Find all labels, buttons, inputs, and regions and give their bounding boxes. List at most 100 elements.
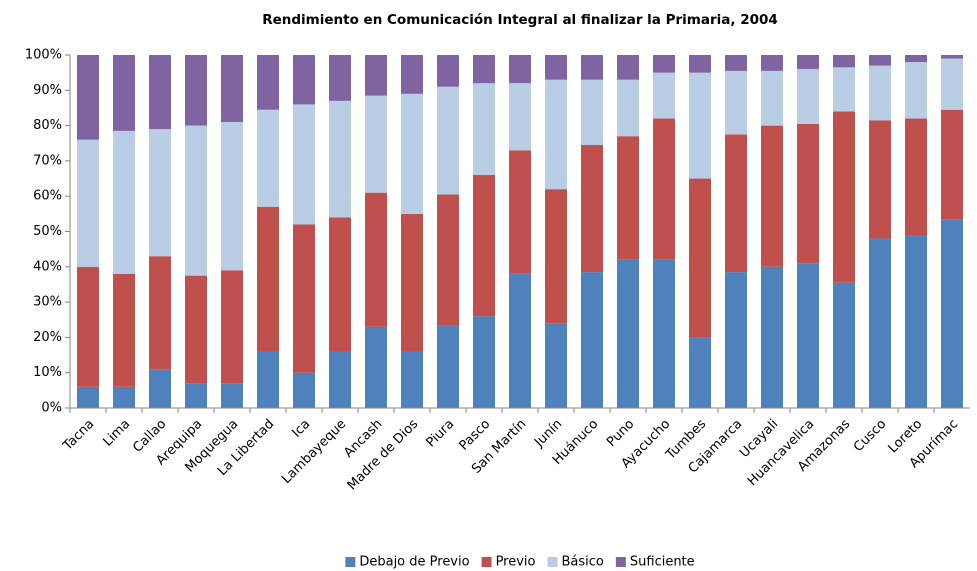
bar-segment xyxy=(833,67,855,112)
legend: Debajo de Previo Previo Básico Suficiente xyxy=(345,555,695,570)
bar-segment xyxy=(77,386,99,408)
y-tick-label: 100% xyxy=(25,48,62,63)
bar-segment xyxy=(509,55,531,84)
bar-segment xyxy=(221,270,243,384)
bar-segment xyxy=(905,62,927,119)
legend-label: Básico xyxy=(562,555,604,570)
bar-segment xyxy=(401,213,423,352)
bar-segment xyxy=(77,55,99,140)
bar-segment xyxy=(293,372,315,408)
bar-segment xyxy=(113,130,135,274)
bar-segment xyxy=(113,55,135,131)
bar-segment xyxy=(797,263,819,408)
bar-segment xyxy=(581,79,603,146)
bar-segment xyxy=(221,122,243,271)
bar-segment xyxy=(329,100,351,218)
legend-swatch xyxy=(345,557,356,567)
bar-segment xyxy=(473,55,495,84)
y-tick-label: 0% xyxy=(41,401,62,416)
bar-segment xyxy=(941,55,963,59)
x-tick-label: Puno xyxy=(604,417,637,450)
bar-segment xyxy=(149,55,171,130)
bar-segment xyxy=(113,386,135,408)
bar-segment xyxy=(941,219,963,408)
bar-segment xyxy=(473,316,495,408)
bar-segment xyxy=(365,326,387,408)
bar-segment xyxy=(725,70,747,135)
bar-segment xyxy=(653,72,675,119)
bar-segment xyxy=(761,70,783,126)
bar-segment xyxy=(509,273,531,408)
bar-segment xyxy=(869,65,891,121)
bar-segment xyxy=(365,95,387,193)
bar-segment xyxy=(797,123,819,264)
bar-segment xyxy=(257,351,279,408)
bar-segment xyxy=(869,238,891,408)
x-tick-label: Ica xyxy=(289,417,313,441)
bar-segment xyxy=(149,369,171,408)
bar-segment xyxy=(725,55,747,71)
bar-segment xyxy=(221,55,243,123)
bar-segment xyxy=(77,266,99,387)
y-tick-label: 90% xyxy=(33,83,62,98)
bar-segment xyxy=(113,273,135,387)
bar-segment xyxy=(689,178,711,338)
bar-segment xyxy=(833,111,855,283)
bar-segment xyxy=(149,256,171,370)
legend-swatch xyxy=(481,557,492,567)
y-tick-label: 40% xyxy=(33,259,62,274)
x-tick-label: Tacna xyxy=(60,417,98,455)
bar-segment xyxy=(437,325,459,408)
bar-segment xyxy=(689,55,711,73)
bar-segment xyxy=(761,266,783,408)
bar-segment xyxy=(653,55,675,73)
bar-segment xyxy=(761,125,783,267)
bar-segment xyxy=(725,272,747,408)
bar-segment xyxy=(869,120,891,239)
bar-segment xyxy=(365,192,387,327)
bar-segment xyxy=(185,383,207,408)
bar-segment xyxy=(293,55,315,105)
bar-segment xyxy=(473,83,495,176)
y-tick-label: 20% xyxy=(33,330,62,345)
bar-segment xyxy=(185,275,207,384)
y-tick-label: 70% xyxy=(33,153,62,168)
legend-label: Previo xyxy=(496,555,536,570)
legend-label: Debajo de Previo xyxy=(359,555,469,570)
bar-segment xyxy=(509,83,531,151)
y-tick-label: 80% xyxy=(33,118,62,133)
bar-segment xyxy=(185,55,207,126)
bar-segment xyxy=(617,136,639,260)
bar-segment xyxy=(437,194,459,326)
bar-segment xyxy=(905,55,927,63)
x-tick-label: Lima xyxy=(100,417,133,450)
bar-segment xyxy=(617,55,639,80)
bar-segment xyxy=(545,55,567,80)
bar-segment xyxy=(401,93,423,214)
bar-segment xyxy=(941,109,963,220)
bar-segment xyxy=(401,55,423,94)
bar-segment xyxy=(545,323,567,408)
bar-segment xyxy=(185,125,207,276)
bar-segment xyxy=(833,282,855,408)
x-tick-label: Junín xyxy=(531,417,565,451)
x-tick-label: Piura xyxy=(424,417,458,451)
bar-segment xyxy=(77,139,99,267)
bar-segment xyxy=(653,118,675,260)
y-tick-label: 30% xyxy=(33,295,62,310)
bar-segment xyxy=(797,69,819,124)
bar-segment xyxy=(257,55,279,110)
bar-segment xyxy=(365,55,387,96)
bar-segment xyxy=(329,55,351,101)
bar-segment xyxy=(545,79,567,190)
bar-segment xyxy=(149,129,171,257)
bar-segment xyxy=(257,206,279,352)
bar-segment xyxy=(905,118,927,236)
legend-swatch xyxy=(547,557,558,567)
bar-segment xyxy=(329,351,351,408)
bar-segment xyxy=(473,175,495,317)
bar-segment xyxy=(905,235,927,408)
bar-segment xyxy=(581,145,603,273)
bar-segment xyxy=(401,351,423,408)
